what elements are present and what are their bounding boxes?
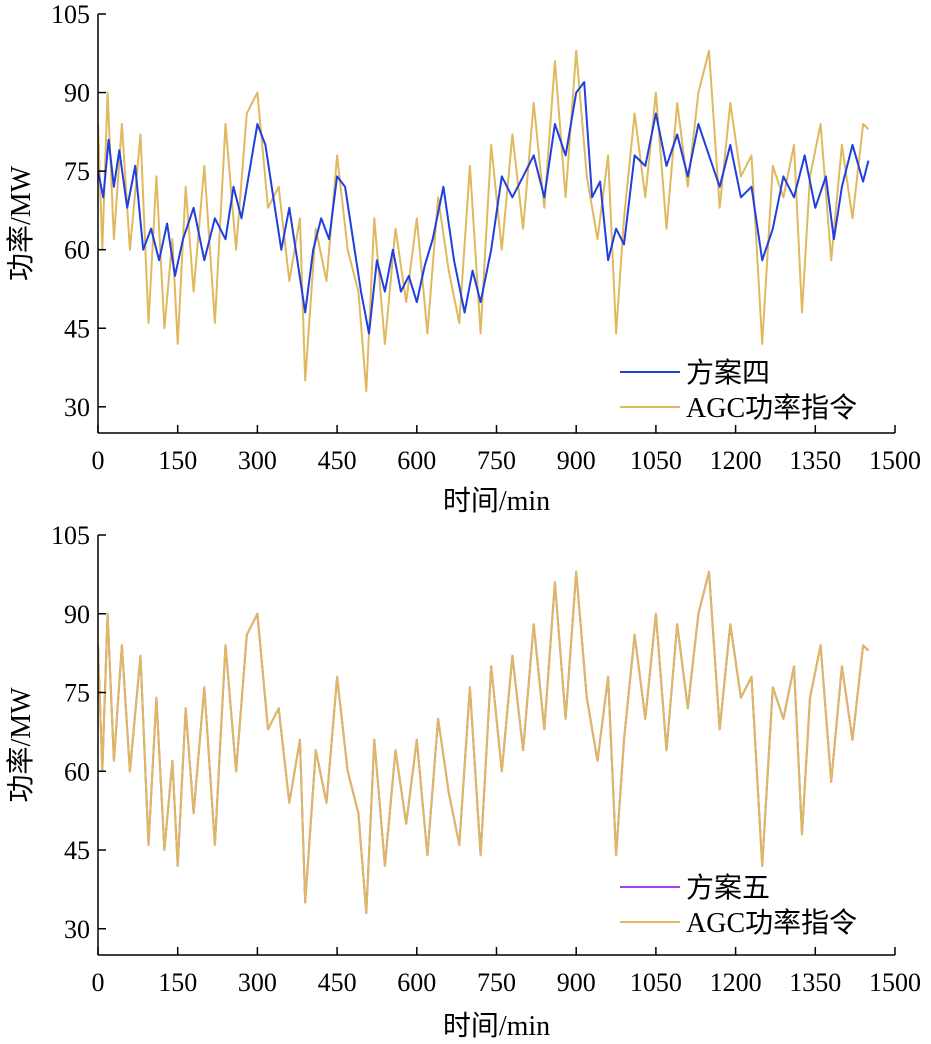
- x-tick-label: 0: [92, 446, 105, 475]
- x-tick-label: 900: [557, 446, 596, 475]
- y-tick-label: 45: [64, 314, 90, 343]
- y-tick-label: 60: [64, 757, 90, 786]
- y-axis-label: 功率/MW: [5, 687, 37, 803]
- x-axis-label: 时间/min: [443, 1010, 550, 1042]
- series-line-agc: [98, 49, 870, 393]
- x-tick-label: 1050: [630, 446, 682, 475]
- legend-label: AGC功率指令: [686, 907, 857, 939]
- x-tick-label: 750: [477, 446, 516, 475]
- x-tick-label: 0: [92, 968, 105, 997]
- y-tick-label: 105: [51, 521, 90, 550]
- x-tick-label: 450: [318, 968, 357, 997]
- x-tick-label: 150: [158, 446, 197, 475]
- x-tick-label: 1350: [789, 968, 841, 997]
- x-tick-label: 600: [397, 968, 436, 997]
- x-tick-label: 750: [477, 968, 516, 997]
- y-axis-label: 功率/MW: [5, 165, 37, 281]
- y-tick-label: 60: [64, 236, 90, 265]
- y-tick-label: 45: [64, 836, 90, 865]
- y-tick-label: 90: [64, 600, 90, 629]
- x-tick-label: 1350: [789, 446, 841, 475]
- legend-label: 方案五: [686, 872, 770, 904]
- x-tick-label: 300: [238, 446, 277, 475]
- x-axis-label: 时间/min: [443, 485, 550, 517]
- y-tick-label: 90: [64, 79, 90, 108]
- legend-label: 方案四: [686, 357, 770, 389]
- x-tick-label: 1200: [710, 968, 762, 997]
- series-line-main: [98, 570, 870, 914]
- y-tick-label: 30: [64, 393, 90, 422]
- x-tick-label: 1050: [630, 968, 682, 997]
- x-tick-label: 150: [158, 968, 197, 997]
- x-tick-label: 450: [318, 446, 357, 475]
- y-tick-label: 75: [64, 679, 90, 708]
- x-tick-label: 1200: [710, 446, 762, 475]
- y-tick-label: 75: [64, 157, 90, 186]
- y-tick-label: 105: [51, 0, 90, 29]
- x-tick-label: 1500: [869, 968, 921, 997]
- y-tick-label: 30: [64, 915, 90, 944]
- series-line-agc: [98, 570, 870, 914]
- x-tick-label: 1500: [869, 446, 921, 475]
- series-line-main: [98, 81, 870, 335]
- x-tick-label: 600: [397, 446, 436, 475]
- x-tick-label: 900: [557, 968, 596, 997]
- legend-label: AGC功率指令: [686, 392, 857, 424]
- x-tick-label: 300: [238, 968, 277, 997]
